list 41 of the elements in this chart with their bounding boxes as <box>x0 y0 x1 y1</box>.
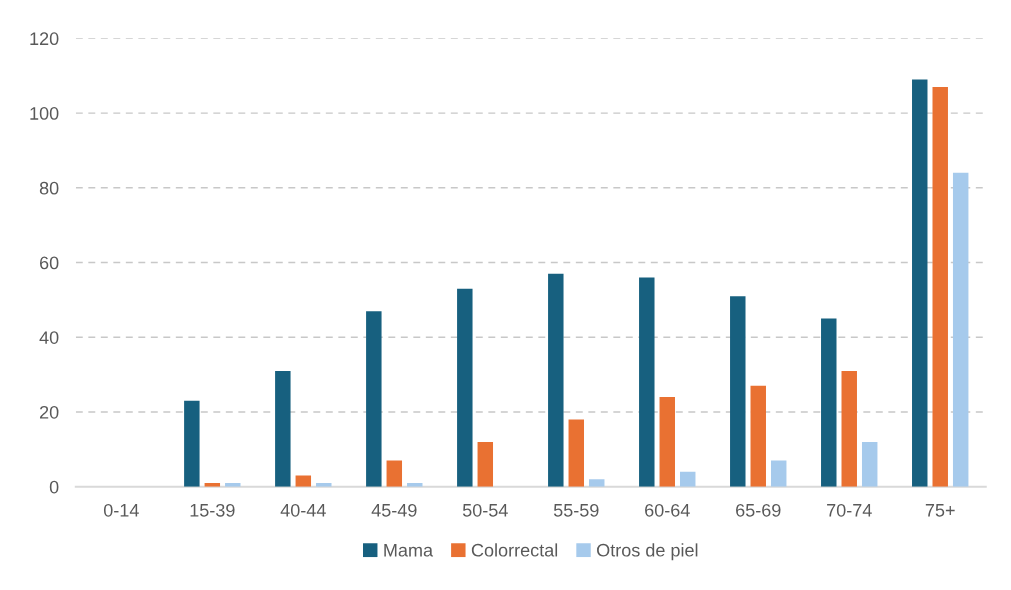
x-tick-label: 50-54 <box>462 503 508 517</box>
bar <box>366 311 382 487</box>
x-tick-label: 75+ <box>925 504 955 517</box>
bar <box>841 370 857 487</box>
x-tick-label: 0-14 <box>103 503 139 517</box>
bar <box>912 79 928 487</box>
x-tick-label: 55-59 <box>553 503 599 517</box>
x-tick-label: 45-49 <box>371 503 417 517</box>
bar <box>457 288 473 487</box>
bar <box>639 277 655 487</box>
bar <box>861 441 878 487</box>
bar <box>184 400 200 487</box>
bar <box>730 296 746 487</box>
bar <box>275 370 291 487</box>
bar <box>821 318 837 487</box>
y-tick-label: 100 <box>30 107 59 120</box>
bar <box>568 419 584 487</box>
legend-label: Mama <box>384 544 434 557</box>
bar <box>386 460 403 487</box>
bar <box>548 273 564 487</box>
x-tick-label: 60-64 <box>645 503 690 517</box>
y-tick-label: 80 <box>39 181 59 195</box>
bar <box>680 471 696 487</box>
bar <box>659 397 675 487</box>
x-tick-label: 70-74 <box>827 503 872 517</box>
x-tick-label: 40-44 <box>280 503 326 517</box>
x-tick-label: 15-39 <box>190 503 235 517</box>
bar <box>770 460 787 487</box>
y-tick-label: 120 <box>30 32 59 46</box>
y-tick-label: 20 <box>39 405 59 419</box>
legend-label: Colorrectal <box>471 543 558 557</box>
legend-label: Otros de piel <box>597 543 698 561</box>
y-tick-label: 60 <box>39 256 59 270</box>
x-tick-label: 65-69 <box>736 503 781 517</box>
y-tick-label: 0 <box>49 480 59 494</box>
bar <box>589 479 605 487</box>
y-tick-label: 40 <box>39 331 59 344</box>
bar <box>932 86 948 487</box>
bar <box>952 172 969 487</box>
bar <box>477 441 494 487</box>
bar <box>750 385 766 487</box>
